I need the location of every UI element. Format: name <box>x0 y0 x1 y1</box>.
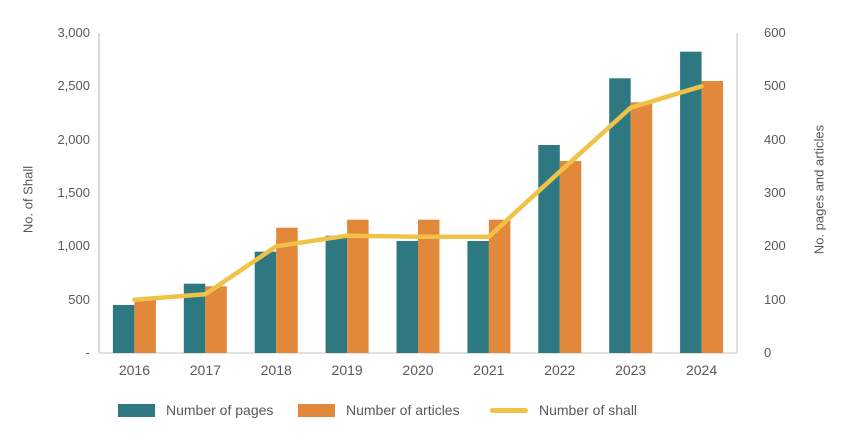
left-axis-tick: 2,500 <box>57 78 90 94</box>
bars-layer <box>112 51 724 354</box>
left-axis-tick: 3,000 <box>57 25 90 40</box>
bar-articles-2018 <box>276 227 298 353</box>
bar-articles-2020 <box>418 219 440 353</box>
right-axis-tick: 600 <box>764 25 786 40</box>
x-axis-label-2016: 2016 <box>118 362 151 378</box>
legend-swatch-shall-line-icon <box>490 407 528 413</box>
legend-item-shall: Number of shall <box>490 402 637 418</box>
left-axis-tick: - <box>85 345 90 360</box>
bar-pages-2016 <box>112 305 135 353</box>
bar-pages-2022 <box>538 145 560 353</box>
x-axis-label-2018: 2018 <box>260 362 292 378</box>
x-axis-label-2017: 2017 <box>189 362 221 378</box>
legend-label-articles: Number of articles <box>346 402 460 418</box>
right-axis-tick: 300 <box>764 185 786 200</box>
legend-item-articles: Number of articles <box>298 402 460 418</box>
bar-articles-2024 <box>701 81 724 353</box>
bar-pages-2019 <box>325 235 348 353</box>
right-axis-title: No. pages and articles <box>811 124 827 255</box>
left-axis-tick: 500 <box>68 291 90 307</box>
right-axis-tick: 0 <box>764 345 772 360</box>
left-axis-tick: 2,000 <box>57 131 90 147</box>
legend-item-pages: Number of pages <box>118 402 273 418</box>
bar-pages-2018 <box>254 251 277 353</box>
bar-articles-2019 <box>347 219 369 353</box>
bar-articles-2021 <box>488 219 511 353</box>
bar-articles-2016 <box>134 299 156 353</box>
bar-pages-2024 <box>680 51 702 353</box>
x-axis-label-2019: 2019 <box>331 362 363 378</box>
bar-articles-2017 <box>205 286 227 353</box>
legend-label-pages: Number of pages <box>166 402 274 418</box>
right-axis-tick: 400 <box>764 131 786 147</box>
right-axis-tick: 100 <box>764 291 786 307</box>
bar-pages-2023 <box>609 78 631 354</box>
x-axis-label-2020: 2020 <box>402 362 434 378</box>
bar-articles-2023 <box>630 102 653 353</box>
x-axis-label-2021: 2021 <box>473 362 505 378</box>
legend-label-shall: Number of shall <box>539 402 638 418</box>
x-axis-label-2024: 2024 <box>685 362 718 378</box>
x-axis-label-2022: 2022 <box>544 362 576 378</box>
bar-pages-2021 <box>467 241 489 353</box>
bar-articles-2022 <box>559 161 582 353</box>
left-axis-title: No. of Shall <box>20 165 36 234</box>
bar-pages-2020 <box>396 241 418 353</box>
right-axis-tick: 200 <box>764 238 786 254</box>
bar-pages-2017 <box>183 283 206 353</box>
left-axis-tick: 1,500 <box>57 185 90 200</box>
left-axis-tick: 1,000 <box>57 238 90 254</box>
legend-swatch-articles <box>298 403 335 417</box>
legend-swatch-pages <box>118 403 155 417</box>
right-axis-tick: 500 <box>764 78 786 94</box>
shall-line <box>132 84 704 302</box>
line-layer <box>132 84 704 302</box>
x-axis-label-2023: 2023 <box>615 362 647 378</box>
